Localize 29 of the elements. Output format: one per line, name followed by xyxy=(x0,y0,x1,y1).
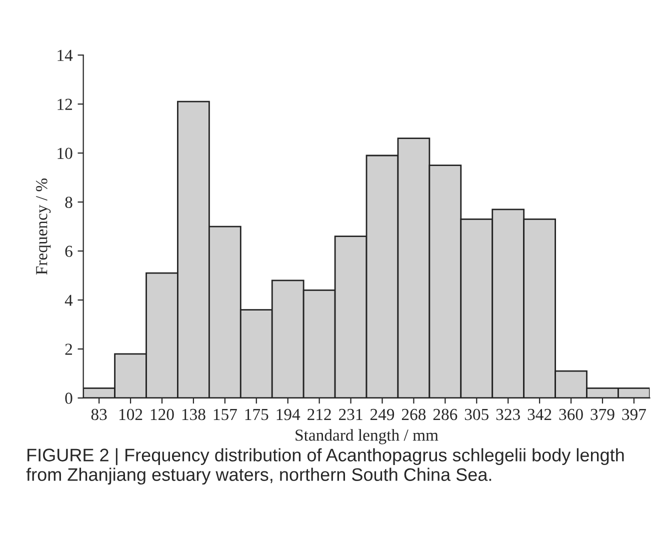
x-tick-label: 268 xyxy=(402,408,426,420)
x-tick-label: 323 xyxy=(496,408,520,420)
x-tick-label: 102 xyxy=(119,408,142,420)
x-tick-label: 83 xyxy=(91,408,107,420)
x-tick-label: 360 xyxy=(559,408,583,420)
x-tick-label: 231 xyxy=(339,408,362,420)
x-tick-label: 157 xyxy=(214,408,237,420)
x-tick-label: 194 xyxy=(276,408,300,420)
y-tick-label: 2 xyxy=(65,344,72,355)
x-tick-label: 175 xyxy=(245,408,268,420)
x-tick-label: 305 xyxy=(464,408,488,420)
x-tick-label: 138 xyxy=(182,408,206,420)
x-tick-label: 212 xyxy=(308,408,331,420)
x-tick-label: 342 xyxy=(528,408,552,420)
x-tick-label: 397 xyxy=(622,408,646,420)
y-tick-label: 0 xyxy=(65,392,72,404)
y-tick-label: 12 xyxy=(58,98,72,110)
x-tick-label: 379 xyxy=(590,408,614,420)
y-tick-label: 6 xyxy=(65,246,72,257)
x-tick-label: 120 xyxy=(150,408,174,420)
y-tick-label: 8 xyxy=(65,196,72,208)
caption: FIGURE 2 | Frequency distribution of Acanthopagrus schlegelii body length from Zhanjiang estuary waters, northern South China Sea. xyxy=(26,448,624,485)
x-tick-label: 286 xyxy=(433,408,458,420)
y-tick-label: 14 xyxy=(58,50,73,61)
y-axis-title: Frequency / % xyxy=(36,178,51,275)
y-tick-label: 10 xyxy=(58,148,72,159)
y-tick-label: 4 xyxy=(64,294,73,306)
x-tick-label: 249 xyxy=(370,408,394,420)
x-axis-title: Standard length / mm xyxy=(296,429,438,444)
